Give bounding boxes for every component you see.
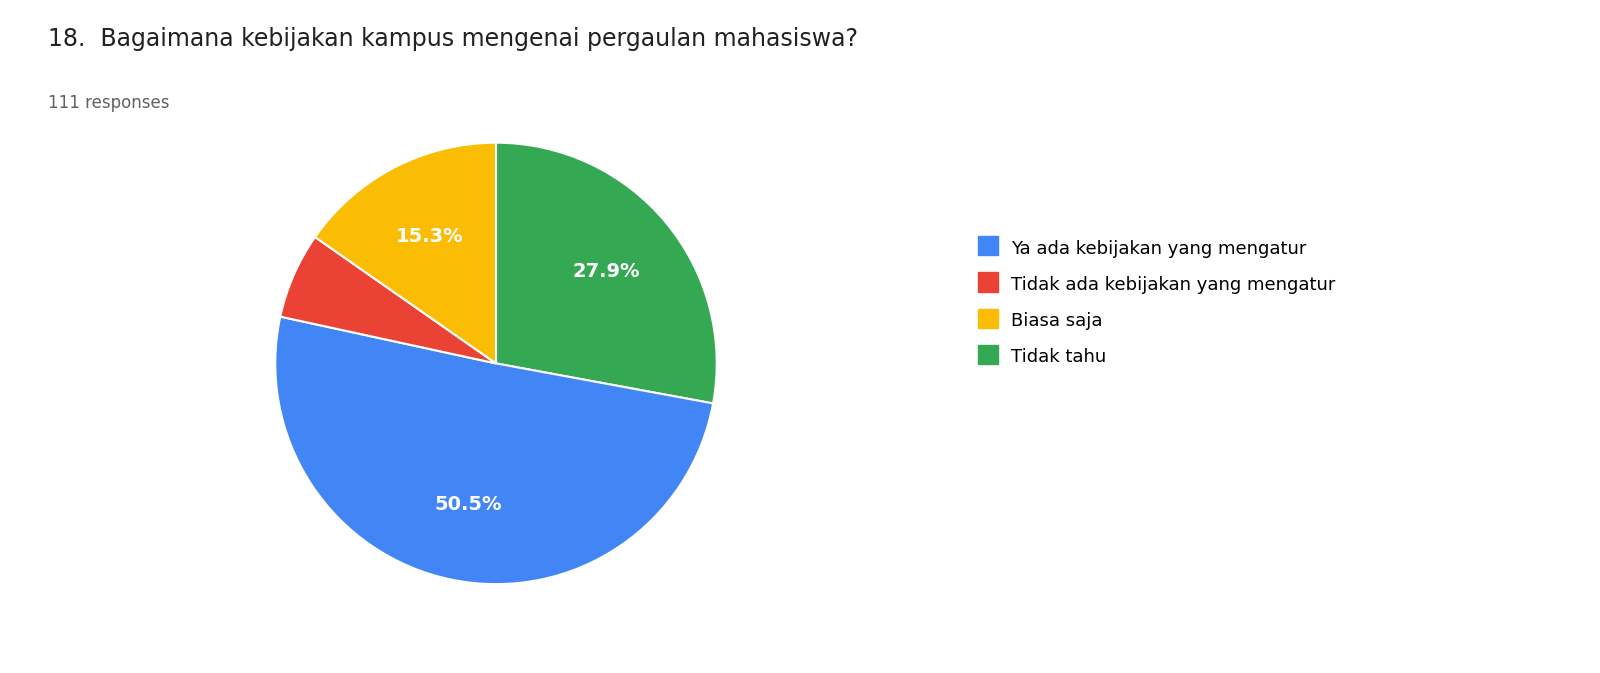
- Wedge shape: [496, 143, 717, 403]
- Wedge shape: [315, 143, 496, 363]
- Wedge shape: [275, 316, 714, 584]
- Text: 27.9%: 27.9%: [573, 262, 640, 281]
- Text: 15.3%: 15.3%: [395, 227, 464, 246]
- Text: 18.  Bagaimana kebijakan kampus mengenai pergaulan mahasiswa?: 18. Bagaimana kebijakan kampus mengenai …: [48, 27, 858, 51]
- Text: 111 responses: 111 responses: [48, 94, 170, 112]
- Wedge shape: [280, 237, 496, 363]
- Legend: Ya ada kebijakan yang mengatur, Tidak ada kebijakan yang mengatur, Biasa saja, T: Ya ada kebijakan yang mengatur, Tidak ad…: [970, 230, 1344, 376]
- Text: 50.5%: 50.5%: [434, 495, 501, 513]
